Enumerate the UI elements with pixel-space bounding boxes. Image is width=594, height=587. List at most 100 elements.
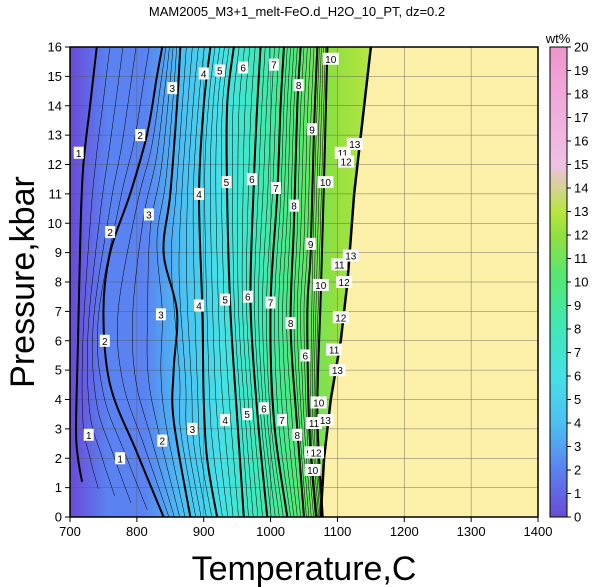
contour-label-text: 12 (310, 448, 322, 459)
contour-label-text: 7 (271, 61, 277, 72)
contour-label-text: 1 (86, 431, 92, 442)
contour-label: 1 (83, 428, 94, 442)
contour-label-text: 5 (244, 410, 250, 421)
x-tick-label: 1000 (256, 524, 285, 539)
colorbar-tick-label: 20 (574, 40, 588, 55)
contour-label-text: 8 (288, 319, 294, 330)
colorbar-tick-label: 3 (574, 439, 581, 454)
contour-label-bg (292, 428, 303, 441)
contour-label-bg (310, 396, 327, 409)
minor-contour (221, 47, 239, 517)
x-tick-label: 700 (59, 524, 81, 539)
contour-label-text: 4 (201, 69, 207, 80)
contour-label-bg (312, 278, 329, 291)
colorbar-tick-label: 15 (574, 157, 588, 172)
contour-label-text: 8 (295, 431, 301, 442)
contour-label-bg (342, 249, 359, 262)
y-tick-label: 1 (55, 480, 62, 495)
contour-label-bg (143, 208, 154, 221)
x-tick-label: 1300 (457, 524, 486, 539)
contour-label-text: 10 (325, 55, 337, 66)
colorbar-tick-label: 16 (574, 134, 588, 149)
minor-contour (156, 47, 186, 517)
y-tick-label: 5 (55, 363, 62, 378)
contour-label-bg (135, 129, 146, 142)
y-tick-label: 2 (55, 451, 62, 466)
contour-label-text: 11 (334, 260, 345, 271)
colorbar-tick-label: 17 (574, 110, 588, 125)
contour-label-bg (157, 434, 168, 447)
contour-label-text: 10 (307, 466, 319, 477)
contour-label-text: 9 (308, 240, 314, 251)
colorbar-tick-label: 13 (574, 204, 588, 219)
contour-label-text: 6 (245, 293, 251, 304)
contour-label: 9 (307, 123, 318, 136)
contour-label-text: 2 (137, 131, 143, 142)
minor-contour (178, 47, 202, 517)
contour-label-text: 12 (341, 158, 353, 169)
contour-label: 10 (322, 52, 339, 66)
y-axis-title: Pressure,kbar (4, 176, 42, 388)
y-tick-label: 3 (55, 421, 62, 436)
contour-label: 1 (115, 452, 126, 465)
minor-contour (266, 47, 284, 517)
contour-label-bg (83, 428, 94, 441)
y-tick-label: 13 (48, 128, 62, 143)
contour-label: 4 (198, 67, 209, 80)
contour-label: 10 (317, 176, 334, 189)
colorbar-tick-label: 8 (574, 322, 581, 337)
colorbar-tick-label: 11 (574, 251, 588, 266)
minor-contour (246, 47, 263, 517)
contour-label-text: 3 (190, 425, 196, 436)
contour-label-text: 9 (309, 125, 315, 136)
contour-label-bg (288, 199, 299, 212)
colorbar-tick-label: 4 (574, 416, 581, 431)
contour-label: 4 (194, 187, 205, 201)
y-tick-label: 14 (48, 98, 62, 113)
contour-label: 6 (238, 61, 249, 75)
contour-label-bg (305, 237, 316, 250)
contour-label: 12 (336, 276, 353, 289)
contour-label: 13 (317, 414, 334, 427)
chart-title: MAM2005_M3+1_melt-FeO.d_H2O_10_PT, dz=0.… (149, 4, 445, 19)
contour-label-bg (300, 349, 311, 362)
contour-label-text: 10 (320, 178, 332, 189)
contour-label: 8 (285, 317, 296, 330)
contour-label-bg (268, 58, 279, 71)
contour-label: 2 (105, 226, 116, 239)
contour-label-text: 12 (335, 313, 347, 324)
contour-label-text: 4 (222, 416, 228, 427)
contour-label: 12 (338, 155, 355, 169)
colorbar-tick-label: 6 (574, 369, 581, 384)
contour-label-text: 13 (345, 252, 357, 263)
contour-label: 3 (155, 308, 166, 321)
contour-label-text: 10 (313, 398, 325, 409)
contour-label-text: 11 (329, 346, 340, 357)
contour-label-bg (293, 79, 304, 92)
colorbar-tick-label: 9 (574, 298, 581, 313)
contour-label: 5 (221, 176, 232, 189)
minor-contour (204, 47, 223, 517)
y-tick-label: 12 (48, 157, 62, 172)
contour-label-bg (115, 452, 126, 465)
contour-label-bg (326, 343, 343, 356)
x-axis-ticks: 700 800 900 1000 1100 1200 1300 1400 (59, 517, 552, 539)
colorbar-label: wt% (545, 31, 571, 46)
contour-label: 12 (308, 446, 325, 459)
contour-9 (306, 47, 319, 517)
contour-label-bg (336, 276, 353, 288)
contour-label: 7 (270, 182, 281, 195)
minor-contour (186, 47, 207, 517)
contour-label-text: 13 (349, 140, 361, 151)
contour-label-bg (155, 308, 166, 321)
contour-label-text: 6 (249, 175, 255, 186)
contour-label-bg (307, 123, 318, 136)
minor-contour (232, 47, 249, 517)
minor-contour (92, 47, 137, 503)
contour-label: 6 (242, 290, 253, 304)
contour-label: 1 (73, 146, 84, 160)
contour-label: 7 (268, 58, 279, 72)
contour-labels: 1112222333344445555666677778888996910101… (73, 52, 363, 477)
contour-label-text: 1 (117, 454, 123, 465)
